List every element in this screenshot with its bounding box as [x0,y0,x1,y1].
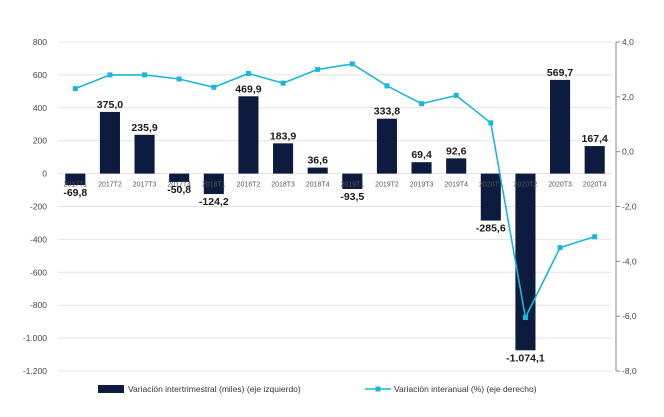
left-tick-label: -1.200 [23,366,47,376]
bar [238,96,259,174]
bar [480,173,501,221]
right-tick-label: 2,0 [622,92,634,102]
bar [203,173,224,195]
line-point [384,83,390,89]
bar [515,173,536,351]
left-tick-label: -400 [30,234,47,244]
category-label: 2020T3 [548,182,572,189]
legend-bar-label: Variación intertrimestral (miles) (eje i… [128,384,301,394]
line-point [522,315,528,321]
line-point [488,120,494,126]
right-tick-label: -6,0 [622,311,637,321]
category-label: 2019T4 [444,182,468,189]
left-tick-label: -600 [30,267,47,277]
line-point [142,72,148,78]
bar-value-label: -1.074,1 [506,352,545,364]
line-point [592,234,598,240]
bar-value-label: 569,7 [547,67,573,79]
category-labels: 2017T1 2017T2 2017T3 2017T4 2018T1 2018T2 2018… [63,182,606,189]
line-point [245,71,251,77]
bar [446,158,467,174]
bar [65,173,86,186]
bar [411,162,432,174]
line-point [211,84,217,90]
line-point [557,245,563,251]
data-labels: -69,8 375,0 235,9 -50,8 -124,2 469,9 183,9 36,6… [63,67,608,364]
bar-value-label: 183,9 [270,130,296,142]
bar [169,173,190,182]
left-axis: 800 600 400 200 0 -200 -400 -600 -800 -1.000 -1.20… [23,37,47,376]
bar-value-label: -285,6 [476,223,506,235]
left-tick-label: 600 [33,70,47,80]
right-tick-label: 4,0 [622,37,634,47]
category-label: 2018T1 [202,182,226,189]
right-tick-label: -8,0 [622,366,637,376]
category-label: 2020T2 [514,182,538,189]
bar-value-label: -69,8 [63,187,87,199]
category-label: 2018T4 [306,182,330,189]
category-label: 2017T3 [133,182,157,189]
line-point [107,72,113,78]
left-tick-label: -1.000 [23,333,47,343]
bar-value-label: 36,6 [307,155,328,167]
line-point [349,61,355,67]
legend: Variación intertrimestral (miles) (eje i… [98,384,537,394]
line-series [72,61,598,321]
category-label: 2019T2 [375,182,399,189]
category-label: 2017T4 [167,182,191,189]
line-point [419,101,425,107]
category-label: 2020T1 [479,182,503,189]
bar-value-label: 375,0 [97,99,123,111]
left-tick-label: 200 [33,136,47,146]
legend-line-marker [375,386,381,392]
category-label: 2018T2 [237,182,261,189]
bar-value-label: 469,9 [235,83,261,95]
legend-bar-swatch [98,385,124,393]
category-label: 2019T1 [340,182,364,189]
bar-value-label: 235,9 [131,122,157,134]
line-point [315,66,321,72]
right-tick-label: -2,0 [622,202,637,212]
line-point [72,86,78,92]
bar [134,134,155,174]
bar [99,111,120,174]
bar [376,118,397,174]
bar [273,143,294,174]
bar [307,167,328,174]
bar [550,79,571,174]
category-label: 2020T4 [583,182,607,189]
bar-value-label: 167,4 [582,133,608,145]
category-label: 2018T3 [271,182,295,189]
right-tick-label: 0,0 [622,147,634,157]
left-tick-label: 400 [33,103,47,113]
bar-value-label: -124,2 [199,196,229,208]
line-point [453,92,459,98]
line-point [280,80,286,86]
category-label: 2017T1 [63,182,87,189]
bar-value-label: 69,4 [411,149,432,161]
right-axis: 4,0 2,0 0,0 -2,0 -4,0 -6,0 -8,0 [615,37,637,376]
left-tick-label: -800 [30,300,47,310]
bar [342,173,363,189]
bar-value-label: -50,8 [167,184,191,196]
left-tick-label: 0 [42,169,47,179]
bar [584,146,605,174]
category-label: 2017T2 [98,182,122,189]
line-path [75,63,595,321]
left-tick-label: -200 [30,202,47,212]
bar-value-label: -93,5 [340,191,364,203]
bar-value-label: 333,8 [374,106,400,118]
legend-line-label: Variación interanual (%) (eje derecho) [394,384,537,394]
category-label: 2019T3 [410,182,434,189]
right-tick-label: -4,0 [622,256,637,266]
line-point [176,76,182,82]
bar-value-label: 92,6 [446,145,467,157]
left-tick-label: 800 [33,37,47,47]
